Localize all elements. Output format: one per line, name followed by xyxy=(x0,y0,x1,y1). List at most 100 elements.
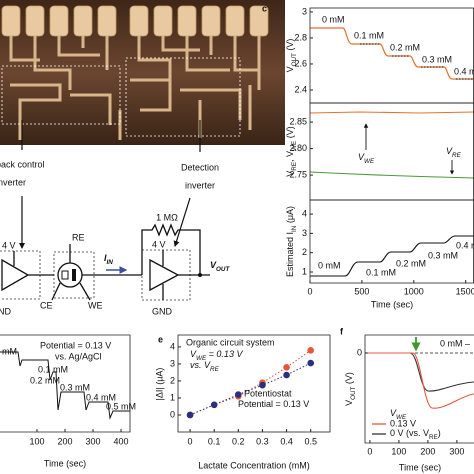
circuit xyxy=(0,223,210,301)
y-tick-label: 3 xyxy=(170,358,175,368)
annotation: 0.3 mM xyxy=(428,250,458,260)
y-tick-label: 2.85 xyxy=(289,116,307,126)
annotation: 0.1 mM xyxy=(366,267,396,277)
text-part: V xyxy=(285,171,295,177)
plot-frame xyxy=(177,334,331,433)
text-part: WE xyxy=(364,158,375,165)
annotation: 0.3 mM xyxy=(60,382,90,392)
annotation: 0.4 mM xyxy=(456,240,474,250)
callout-text: back control xyxy=(0,159,45,169)
iin-trace xyxy=(310,235,474,277)
data-point xyxy=(283,364,290,371)
x-tick-label: 100 xyxy=(391,446,406,456)
y-axis-label: VOUT (V) xyxy=(344,372,357,406)
current-label: IIN xyxy=(104,253,113,266)
output-label: VOUT xyxy=(210,260,230,273)
legend-note: Potential = 0.13 V xyxy=(238,399,309,409)
data-point xyxy=(235,391,242,398)
annotation: 0 mM xyxy=(318,260,341,270)
y-tick-label: 3 xyxy=(302,6,307,16)
circuit-label: RE xyxy=(72,232,85,242)
x-tick-label: 300 xyxy=(449,446,464,456)
x-tick-label: 300 xyxy=(86,436,101,446)
y-tick-label: 0 xyxy=(170,409,175,419)
text-part: RE xyxy=(291,162,298,171)
circuit-label: 4 V xyxy=(152,239,166,249)
trend-line xyxy=(189,362,311,416)
y-tick-label: 2 xyxy=(302,247,307,257)
data-point xyxy=(186,411,194,419)
text-part: V xyxy=(210,260,217,270)
legend-label: Organic circuit system xyxy=(186,337,275,347)
y-axis-label: VRE, VWE (V) xyxy=(285,126,298,176)
note: Potential = 0.13 V xyxy=(40,340,111,350)
text-part: V xyxy=(344,400,354,406)
annotation: VRE xyxy=(446,146,462,159)
data-point xyxy=(210,401,218,409)
callout-text: Detection xyxy=(181,162,219,172)
callout-arrow xyxy=(173,197,191,247)
panel-label: e xyxy=(158,334,163,344)
x-tick-label: 100 xyxy=(29,436,44,446)
y-axis-label: |ΔI| (μA) xyxy=(154,368,164,401)
text-part: WE xyxy=(291,141,298,151)
text-part: I xyxy=(104,253,107,263)
annotation: 0 mM – xyxy=(440,338,470,348)
text-part: ) xyxy=(438,428,441,438)
x-tick-label: 200 xyxy=(57,436,72,446)
circuit-label: 4 V xyxy=(2,240,16,250)
panel-label: c xyxy=(262,3,267,13)
annotation: 0.1 mM xyxy=(354,30,384,40)
annotation: 0.3 mM xyxy=(422,54,452,64)
x-tick-label: 1500 xyxy=(456,286,474,296)
text-part: IN xyxy=(291,225,298,232)
panel-label: f xyxy=(340,326,344,336)
x-tick-label: 500 xyxy=(354,286,369,296)
circuit-label: 1 MΩ xyxy=(156,212,178,222)
circuit-label: ND xyxy=(0,306,11,316)
y-axis-label: Estimated IIN (μA) xyxy=(285,206,298,277)
y-tick-label: 1 xyxy=(302,266,307,276)
text-part: (V) xyxy=(285,39,295,54)
annotation: 0.2 mM xyxy=(30,375,60,385)
x-axis-label: Time (sec) xyxy=(44,458,86,468)
x-tick-label: 0.5 xyxy=(304,436,317,446)
vre-trace xyxy=(309,171,474,179)
text-part: RE xyxy=(210,366,220,373)
x-tick-label: 0.3 xyxy=(256,436,269,446)
legend-note: vs. VRE xyxy=(190,360,220,373)
x-axis-label: Time (sec) xyxy=(371,299,413,309)
text-part: WE xyxy=(396,414,407,421)
annotation: VWE xyxy=(358,152,375,165)
callout-text: inverter xyxy=(0,177,26,187)
y-tick-label: 2 xyxy=(170,375,175,385)
circuit-label: WE xyxy=(88,300,103,310)
legend-title: VWE xyxy=(390,408,407,421)
text-part: OUT xyxy=(216,266,230,273)
legend-label: 0 V (vs. VRE) xyxy=(390,428,441,441)
data-point xyxy=(307,347,314,354)
text-part: OUT xyxy=(350,386,357,399)
x-tick-label: 0.1 xyxy=(208,436,221,446)
x-tick-label: 200 xyxy=(420,446,435,456)
y-axis-label: VOUT (V) xyxy=(285,39,298,73)
x-axis-label: Time (sec) xyxy=(399,462,441,472)
x-tick-label: 0.2 xyxy=(232,436,245,446)
text-part: WE xyxy=(196,355,207,362)
annotation: 0.2 mM xyxy=(390,42,420,52)
y-tick-label: 2.6 xyxy=(294,58,307,68)
x-tick-label: 0.4 xyxy=(280,436,293,446)
text-part: Potential = 0.13 V xyxy=(238,399,309,409)
text-part: OUT xyxy=(291,53,298,66)
plot-frame xyxy=(364,334,474,444)
y-tick-label: 2.4 xyxy=(294,84,307,94)
fit-line xyxy=(360,43,474,80)
data-point xyxy=(283,371,290,379)
circuit-label: GND xyxy=(152,306,173,316)
text-part: V xyxy=(285,66,295,72)
text-part: , V xyxy=(285,151,295,162)
x-tick-label: 0 xyxy=(367,446,372,456)
chip-photo xyxy=(0,0,285,145)
data-point xyxy=(259,381,266,389)
